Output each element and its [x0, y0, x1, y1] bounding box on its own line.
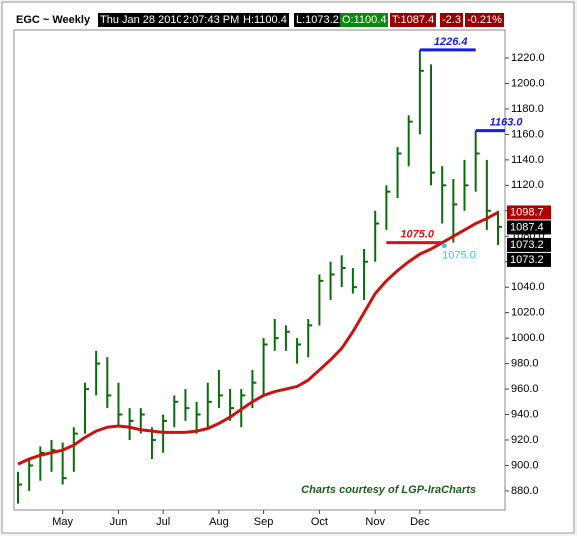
level-label: 1075.0 [400, 229, 435, 241]
marker-label: 1075.0 [442, 250, 476, 262]
y-tick-label: 1160.0 [511, 128, 544, 140]
price-flag-label: 1073.2 [510, 239, 544, 251]
y-tick-label: 960.0 [511, 383, 539, 395]
x-tick-label: Jun [110, 516, 128, 528]
x-tick-label: May [52, 516, 73, 528]
moving-average [17, 211, 499, 466]
header-high: H:1100.4 [241, 13, 289, 27]
y-tick-label: 1020.0 [511, 307, 545, 319]
header-change-pct: -0.21% [465, 13, 504, 27]
level-label: 1226.4 [434, 36, 468, 48]
x-tick-label: Dec [410, 516, 430, 528]
y-tick-label: 980.0 [511, 357, 539, 369]
price-flag [507, 252, 551, 267]
x-tick-label: Aug [209, 516, 229, 528]
header-date: Thu Jan 28 2010 [98, 13, 185, 27]
y-tick-label: 920.0 [511, 434, 539, 446]
price-flag [507, 205, 551, 220]
y-tick-label: 880.0 [511, 485, 539, 497]
price-flag [507, 237, 551, 252]
header-low: L:1073.2 [294, 13, 341, 27]
y-tick-label: 940.0 [511, 408, 539, 420]
x-tick-label: Sep [254, 516, 274, 528]
y-tick-label: 1000.0 [511, 332, 545, 344]
x-tick-label: Oct [311, 516, 328, 528]
header-time: 2:07:43 PM [181, 13, 242, 27]
header-last: T:1087.4 [390, 13, 437, 27]
y-tick-label: 900.0 [511, 459, 539, 471]
level-marker [441, 243, 447, 249]
credit: Charts courtesy of LGP-IraCharts [301, 484, 476, 496]
y-tick-label: 1140.0 [511, 154, 544, 166]
symbol: EGC ~ Weekly [16, 14, 91, 26]
price-flag [507, 220, 551, 235]
price-flag-label: 1087.4 [510, 221, 544, 233]
y-tick-label: 1040.0 [511, 281, 545, 293]
price-flag-label: 1073.2 [510, 254, 544, 266]
y-tick-label: 1200.0 [511, 77, 545, 89]
header-change: -2.3 [440, 13, 463, 27]
level-label: 1163.0 [490, 116, 524, 128]
y-tick-label: 1120.0 [511, 179, 544, 191]
y-tick-label: 1180.0 [511, 103, 544, 115]
x-tick-label: Jul [156, 516, 170, 528]
price-flag-label: 1098.7 [510, 206, 544, 218]
x-tick-label: Nov [365, 516, 385, 528]
y-tick-label: 1220.0 [511, 52, 545, 64]
header-open: O:1100.4 [340, 13, 389, 27]
